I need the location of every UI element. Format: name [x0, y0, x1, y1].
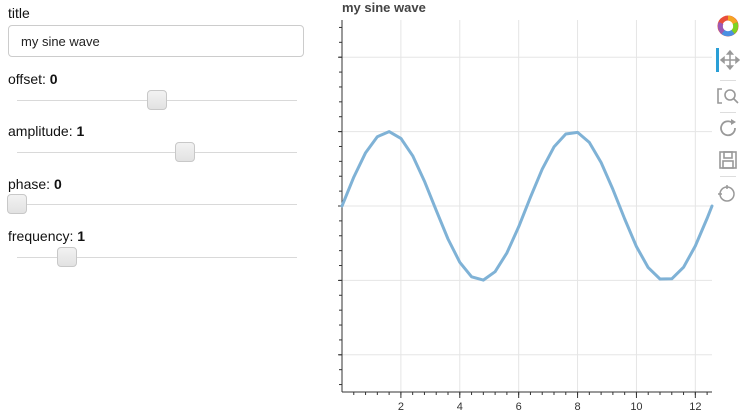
pan-icon[interactable] — [716, 48, 740, 72]
bokeh-logo-icon[interactable] — [716, 14, 740, 38]
toolbar-separator — [720, 112, 736, 113]
hover-icon[interactable] — [716, 182, 740, 206]
frequency-slider-track[interactable] — [17, 247, 297, 267]
phase-slider-handle[interactable] — [7, 194, 27, 214]
offset-slider-label: offset: 0 — [8, 71, 58, 87]
x-tick-label: 12 — [689, 401, 701, 413]
box-zoom-icon[interactable] — [716, 84, 740, 108]
title-field-label: title — [8, 5, 30, 21]
chart-title: my sine wave — [342, 0, 426, 15]
x-tick-label: 4 — [457, 401, 463, 413]
toolbar-separator — [720, 80, 736, 81]
widget-panel: title offset: 0 amplitude: 1 phase: 0 fr… — [0, 0, 320, 414]
save-icon[interactable] — [716, 148, 740, 172]
x-tick-label: 2 — [398, 401, 404, 413]
frequency-slider-label: frequency: 1 — [8, 228, 86, 244]
sine-series-line — [340, 130, 714, 282]
plot-toolbar — [716, 12, 740, 212]
amplitude-slider-label: amplitude: 1 — [8, 123, 85, 139]
phase-slider-track[interactable] — [7, 194, 297, 214]
x-tick-label: 10 — [630, 401, 642, 413]
x-tick-label: 8 — [574, 401, 580, 413]
amplitude-value: 1 — [76, 123, 85, 139]
toolbar-separator — [720, 176, 736, 177]
title-input[interactable] — [8, 25, 304, 57]
offset-value: 0 — [49, 71, 58, 87]
frequency-value: 1 — [77, 228, 86, 244]
phase-value: 0 — [53, 176, 62, 192]
offset-slider-track[interactable] — [17, 90, 297, 110]
amplitude-slider-handle[interactable] — [175, 142, 195, 162]
amplitude-slider-track[interactable] — [17, 142, 297, 162]
offset-slider-handle[interactable] — [147, 90, 167, 110]
reset-icon[interactable] — [716, 116, 740, 140]
phase-slider-label: phase: 0 — [8, 176, 62, 192]
frequency-slider-handle[interactable] — [57, 247, 78, 267]
x-tick-label: 6 — [516, 401, 522, 413]
